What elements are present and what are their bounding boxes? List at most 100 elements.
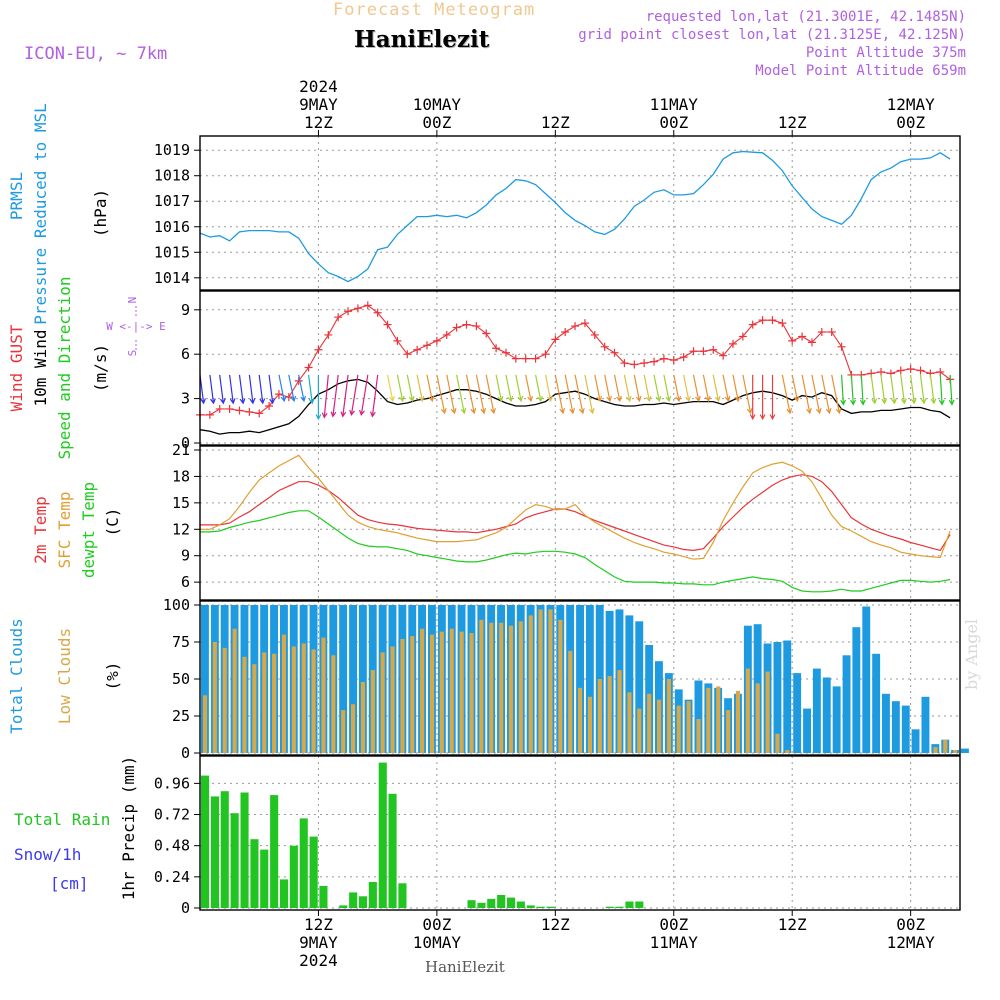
wind-arrow	[811, 374, 822, 415]
ytick-label-clouds: 50	[172, 670, 190, 688]
gust-marker	[235, 406, 244, 415]
gust-marker	[768, 316, 777, 325]
bar-total-clouds	[812, 668, 821, 753]
wind-arrow	[330, 374, 339, 418]
bar-low-clouds	[518, 621, 523, 753]
gust-marker	[758, 316, 767, 325]
wind-arrow	[594, 374, 603, 403]
gust-marker	[620, 359, 629, 368]
gust-marker	[265, 402, 274, 410]
wind-arrow	[386, 374, 395, 403]
label-low-clouds: Low Clouds	[55, 628, 74, 724]
bar-low-clouds	[439, 631, 444, 753]
x-top-label: 2024	[299, 77, 338, 96]
wind-arrow	[919, 374, 927, 405]
bar-low-clouds	[716, 686, 721, 753]
gust-marker	[748, 320, 757, 329]
label-prmsl-desc: Pressure Reduced to MSL	[31, 103, 50, 325]
gust-marker	[936, 367, 945, 376]
bar-low-clouds	[351, 704, 356, 753]
bar-total-clouds	[921, 696, 930, 753]
gust-marker	[304, 363, 313, 372]
ytick-label-pressure: 1018	[154, 167, 190, 185]
wind-arrow	[554, 374, 566, 415]
wind-arrow	[456, 374, 467, 415]
ytick-label-clouds: 0	[181, 744, 190, 762]
series-dewpt-temp	[200, 510, 951, 593]
ytick-label-pressure: 1019	[154, 141, 190, 159]
bar-low-clouds	[252, 664, 257, 753]
x-bottom-label: 11MAY	[650, 933, 699, 952]
series-sfc-temp	[200, 454, 951, 560]
bar-total-clouds	[585, 605, 594, 753]
wind-arrow	[692, 374, 701, 403]
x-top-label: 12Z	[541, 113, 570, 132]
bar-total-rain	[526, 905, 535, 908]
panel-frame-precip	[199, 755, 961, 911]
wind-arrow	[643, 374, 652, 403]
series-2m-temp	[200, 474, 951, 552]
gust-marker	[344, 307, 353, 316]
bar-total-rain	[309, 836, 318, 908]
bar-total-rain	[368, 882, 377, 908]
panel-frame-pressure	[199, 135, 961, 291]
gust-marker	[837, 342, 846, 351]
gust-marker	[679, 353, 688, 362]
wind-arrow	[308, 374, 315, 405]
wind-arrow	[712, 374, 721, 403]
wind-arrow	[258, 374, 266, 405]
ytick-label-pressure: 1017	[154, 192, 190, 210]
bar-total-clouds	[803, 708, 811, 753]
wind-arrow	[623, 374, 632, 403]
bar-low-clouds	[262, 652, 267, 753]
gust-marker	[403, 350, 412, 359]
wind-arrow	[268, 374, 276, 405]
wind-arrow	[859, 374, 866, 406]
gust-marker	[827, 328, 836, 336]
bar-total-rain	[260, 849, 269, 908]
wind-arrow	[769, 374, 776, 421]
watermark: by Angel	[962, 618, 981, 690]
label-snow: Snow/1h	[14, 845, 81, 864]
bar-total-rain	[240, 792, 249, 908]
ytick-label-wind: 3	[181, 390, 190, 408]
bar-total-rain	[280, 879, 289, 908]
bar-low-clouds	[627, 692, 632, 753]
axes-layer: 1014101510161017101810190369691215182102…	[7, 77, 935, 970]
wind-arrow	[465, 374, 477, 415]
series-prmsl	[199, 150, 951, 283]
gust-marker	[669, 356, 678, 365]
bar-low-clouds	[765, 671, 770, 753]
wind-arrow	[831, 374, 842, 415]
ytick-label-precip: 0.72	[154, 806, 190, 824]
label-total-rain: Total Rain	[14, 810, 110, 829]
gust-marker	[630, 360, 639, 369]
gust-marker	[442, 330, 451, 339]
wind-arrow	[584, 374, 595, 415]
bar-total-rain	[536, 906, 545, 908]
x-bottom-label: 00Z	[422, 915, 451, 934]
gust-marker	[363, 301, 372, 310]
bar-low-clouds	[706, 687, 711, 753]
wind-arrow	[791, 374, 800, 403]
x-bottom-label: 9MAY	[299, 933, 338, 952]
bar-low-clouds	[390, 646, 395, 753]
wind-arrow	[525, 374, 533, 403]
wind-arrow	[485, 374, 496, 415]
gust-marker	[571, 322, 580, 331]
bar-low-clouds	[301, 643, 306, 753]
ytick-label-pressure: 1015	[154, 243, 190, 261]
bar-total-rain	[507, 897, 516, 908]
wind-arrow	[406, 374, 415, 403]
bar-low-clouds	[775, 733, 780, 753]
wind-arrow	[495, 374, 504, 403]
wind-arrow	[359, 374, 369, 417]
gust-marker	[462, 320, 471, 329]
wind-arrow	[870, 374, 878, 405]
ytick-label-temp: 18	[172, 467, 190, 485]
grid-layer	[200, 136, 960, 910]
wind-arrow	[910, 374, 917, 405]
bar-low-clouds	[558, 619, 563, 753]
bar-total-rain	[289, 845, 298, 908]
bar-total-rain	[388, 793, 397, 908]
